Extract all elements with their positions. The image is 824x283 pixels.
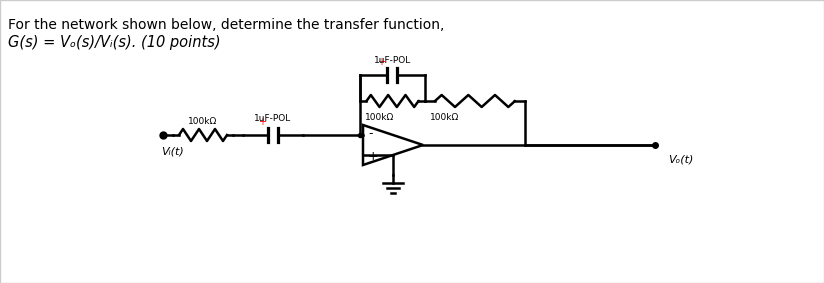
Text: 100kΩ: 100kΩ: [365, 113, 394, 122]
Text: Vᵢ(t): Vᵢ(t): [161, 147, 184, 157]
Text: +: +: [368, 149, 378, 162]
Text: -: -: [368, 128, 372, 140]
Text: +: +: [258, 117, 266, 127]
Text: 1uF-POL: 1uF-POL: [374, 56, 411, 65]
Text: Vₒ(t): Vₒ(t): [668, 155, 693, 165]
Text: 1uF-POL: 1uF-POL: [255, 114, 292, 123]
Text: For the network shown below, determine the transfer function,: For the network shown below, determine t…: [8, 18, 444, 32]
Text: G(s) = Vₒ(s)/Vᵢ(s). (10 points): G(s) = Vₒ(s)/Vᵢ(s). (10 points): [8, 35, 221, 50]
Text: 100kΩ: 100kΩ: [430, 113, 459, 122]
Text: 100kΩ: 100kΩ: [189, 117, 218, 126]
Text: +: +: [377, 57, 386, 67]
